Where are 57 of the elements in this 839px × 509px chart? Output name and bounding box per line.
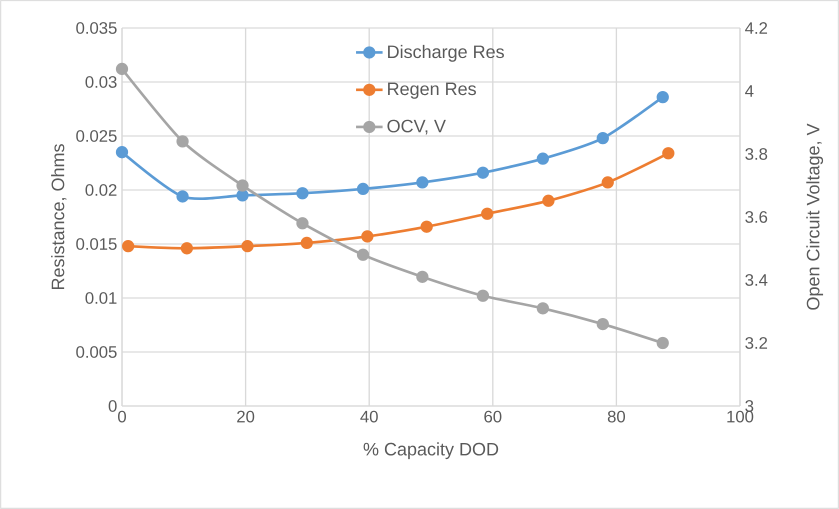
point <box>116 62 128 76</box>
legend-label: Discharge Res <box>388 44 504 62</box>
point <box>420 220 433 233</box>
y2-tick-label: 3.6 <box>745 211 768 223</box>
legend-label: Regen Res <box>388 82 476 99</box>
point <box>602 176 614 189</box>
point <box>542 194 555 207</box>
point <box>656 90 669 104</box>
point <box>596 318 609 330</box>
point <box>596 132 609 144</box>
point <box>122 240 134 252</box>
y2-tick-label: 4.2 <box>745 22 768 34</box>
point <box>180 242 194 254</box>
point <box>416 176 428 189</box>
y2-axis-title: Open Circuit Voltage, V <box>806 124 824 310</box>
y-tick-label: 0.005 <box>76 346 117 358</box>
point <box>536 152 549 165</box>
point <box>236 179 249 192</box>
x-tick-label: 40 <box>360 410 378 422</box>
y-tick-label: 0.02 <box>86 184 116 196</box>
point <box>296 187 309 200</box>
point <box>296 217 309 230</box>
y-tick-label: 0.015 <box>76 238 117 250</box>
x-tick-label: 0 <box>118 410 126 422</box>
point <box>236 189 249 202</box>
point <box>300 236 313 250</box>
point <box>116 146 128 158</box>
point <box>536 302 549 314</box>
point <box>416 270 428 283</box>
x-tick-label: 80 <box>608 410 626 422</box>
x-tick-label: 20 <box>237 410 254 422</box>
y-tick-label: 0.03 <box>86 76 117 88</box>
point <box>476 166 490 179</box>
y2-tick-label: 3.4 <box>745 274 768 286</box>
x-axis-title: % Capacity DOD <box>364 442 498 460</box>
point <box>356 248 370 261</box>
y-tick-label: 0.01 <box>86 292 116 304</box>
point <box>241 240 254 252</box>
y2-tick-label: 3.8 <box>745 148 768 160</box>
y-tick-label: 0.035 <box>76 22 117 34</box>
point <box>662 147 674 160</box>
point <box>356 182 370 196</box>
y-axis-title: Resistance, Ohms <box>51 144 66 290</box>
y2-tick-label: 3.2 <box>745 337 768 349</box>
point <box>176 190 189 203</box>
point <box>476 290 490 302</box>
y-tick-label: 0 <box>108 400 117 412</box>
point <box>176 135 189 148</box>
point <box>656 336 669 350</box>
point <box>361 230 374 243</box>
legend-label: OCV, V <box>387 120 446 135</box>
y2-tick-label: 4 <box>745 85 754 97</box>
y2-tick-label: 3 <box>745 400 754 412</box>
point <box>481 208 494 220</box>
x-tick-label: 100 <box>727 410 754 422</box>
y-tick-label: 0.025 <box>76 130 117 142</box>
x-tick-label: 60 <box>484 410 502 422</box>
